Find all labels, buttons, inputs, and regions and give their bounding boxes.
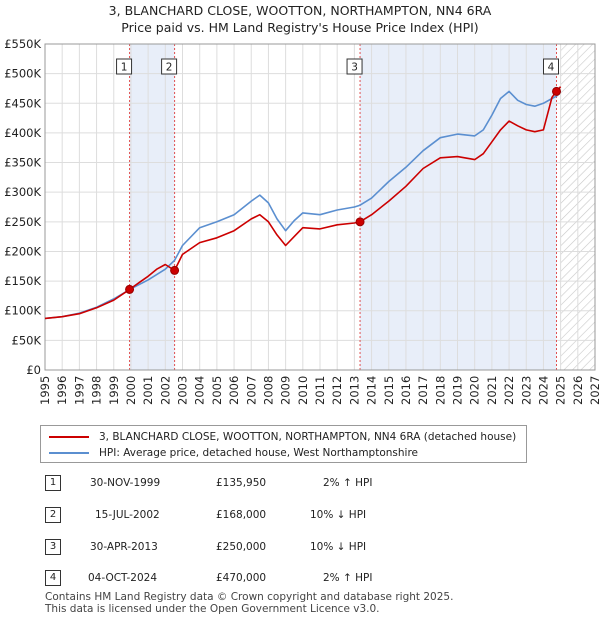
y-tick-label: £550K <box>4 37 41 51</box>
transaction-date: 30-APR-2013 <box>90 541 158 553</box>
footer-licence: This data is licensed under the Open Gov… <box>45 603 380 615</box>
transaction-price: £168,000 <box>216 509 267 521</box>
transaction-row: 4 04-OCT-2024 £470,000 2% ↑ HPI <box>40 568 560 588</box>
x-tick-label: 2024 <box>536 376 550 405</box>
y-tick-label: £450K <box>4 96 41 110</box>
shaded-period <box>129 44 175 370</box>
y-tick-label: £400K <box>4 126 41 140</box>
legend: 3, BLANCHARD CLOSE, WOOTTON, NORTHAMPTON… <box>40 425 527 463</box>
legend-swatch-property <box>49 436 89 438</box>
x-tick-label: 2018 <box>433 376 447 405</box>
y-tick-label: £150K <box>4 274 41 288</box>
x-tick-label: 2012 <box>330 376 344 405</box>
transaction-row: 2 15-JUL-2002 £168,000 10% ↓ HPI <box>40 505 560 525</box>
x-tick-label: 2015 <box>382 376 396 405</box>
plot-frame <box>44 43 596 371</box>
x-tick-label: 2004 <box>193 376 207 405</box>
y-tick-label: £500K <box>4 67 41 81</box>
x-tick-label: 2017 <box>416 376 430 405</box>
sale-label: 3 <box>351 62 358 74</box>
transaction-price: £470,000 <box>216 572 267 584</box>
chart-title: 3, BLANCHARD CLOSE, WOOTTON, NORTHAMPTON… <box>108 3 492 18</box>
x-tick-label: 1997 <box>72 376 86 405</box>
x-tick-label: 2002 <box>158 376 172 405</box>
x-tick-label: 2008 <box>261 376 275 405</box>
y-tick-label: £350K <box>4 156 41 170</box>
legend-item-hpi: HPI: Average price, detached house, West… <box>49 445 418 461</box>
x-tick-label: 2022 <box>502 376 516 405</box>
x-tick-label: 2006 <box>227 376 241 405</box>
sale-label-box <box>543 58 559 75</box>
transaction-date: 04-OCT-2024 <box>88 572 157 584</box>
price-chart: £0 £50K £100K £150K £200K £250K £300K £350K £400… <box>4 37 600 405</box>
sale-point <box>170 265 180 275</box>
sale-label-box <box>346 58 363 75</box>
x-tick-label: 2003 <box>176 376 190 405</box>
x-tick-label: 2016 <box>399 376 413 405</box>
transaction-price: £135,950 <box>216 477 267 489</box>
transaction-row: 3 30-APR-2013 £250,000 10% ↓ HPI <box>40 537 560 557</box>
legend-label-hpi: HPI: Average price, detached house, West… <box>99 447 418 459</box>
x-tick-label: 2001 <box>141 376 155 405</box>
property-price-line <box>44 86 562 320</box>
x-tick-label: 2013 <box>347 376 361 405</box>
y-tick-label: £0 <box>26 363 41 377</box>
y-tick-label: £50K <box>12 333 42 347</box>
legend-label-property: 3, BLANCHARD CLOSE, WOOTTON, NORTHAMPTON… <box>99 431 517 443</box>
sale-point <box>125 284 135 294</box>
y-tick-label: £100K <box>4 304 41 318</box>
sale-label: 1 <box>121 62 128 74</box>
transaction-number: 4 <box>45 570 61 586</box>
footer-copyright: Contains HM Land Registry data © Crown c… <box>45 591 454 603</box>
sale-label-box <box>116 58 133 75</box>
shaded-period <box>360 44 557 370</box>
transaction-row: 1 30-NOV-1999 £135,950 2% ↑ HPI <box>40 473 560 493</box>
transaction-date: 15-JUL-2002 <box>95 509 160 521</box>
transaction-hpi: 10% ↓ HPI <box>310 509 367 521</box>
x-tick-label: 2027 <box>588 376 600 405</box>
x-tick-label: 2020 <box>468 376 482 405</box>
x-tick-label: 2014 <box>365 376 379 405</box>
transaction-hpi: 2% ↑ HPI <box>323 572 373 584</box>
x-tick-label: 2005 <box>210 376 224 405</box>
sale-label-box <box>161 58 178 75</box>
transaction-price: £250,000 <box>216 541 267 553</box>
legend-swatch-hpi <box>49 452 89 454</box>
x-tick-label: 2021 <box>485 376 499 405</box>
x-tick-label: 2007 <box>244 376 258 405</box>
y-tick-label: £250K <box>4 215 41 229</box>
sale-label: 4 <box>548 62 555 74</box>
y-tick-label: £300K <box>4 185 41 199</box>
transaction-number: 2 <box>45 507 61 523</box>
hpi-line <box>44 90 562 320</box>
transaction-hpi: 2% ↑ HPI <box>323 477 373 489</box>
y-tick-label: £200K <box>4 244 41 258</box>
x-tick-label: 2025 <box>554 376 568 405</box>
chart-subtitle: Price paid vs. HM Land Registry's House … <box>121 20 479 35</box>
x-tick-label: 2010 <box>296 376 310 405</box>
x-tick-label: 1995 <box>38 376 52 405</box>
sale-point <box>552 86 561 96</box>
x-tick-label: 2023 <box>519 376 533 405</box>
x-tick-label: 2009 <box>279 376 293 405</box>
x-tick-label: 2026 <box>571 376 585 405</box>
transaction-hpi: 10% ↓ HPI <box>310 541 367 553</box>
sale-label: 2 <box>166 62 173 74</box>
x-tick-label: 2011 <box>313 376 327 405</box>
transaction-date: 30-NOV-1999 <box>90 477 161 489</box>
transaction-number: 3 <box>45 539 61 555</box>
x-tick-label: 1996 <box>55 376 69 405</box>
x-tick-label: 1998 <box>90 376 104 405</box>
sale-point <box>355 217 365 227</box>
x-tick-label: 1999 <box>107 376 121 405</box>
x-tick-label: 2000 <box>124 376 138 405</box>
legend-item-property: 3, BLANCHARD CLOSE, WOOTTON, NORTHAMPTON… <box>49 429 516 445</box>
x-tick-label: 2019 <box>451 376 465 405</box>
transaction-number: 1 <box>45 475 61 491</box>
